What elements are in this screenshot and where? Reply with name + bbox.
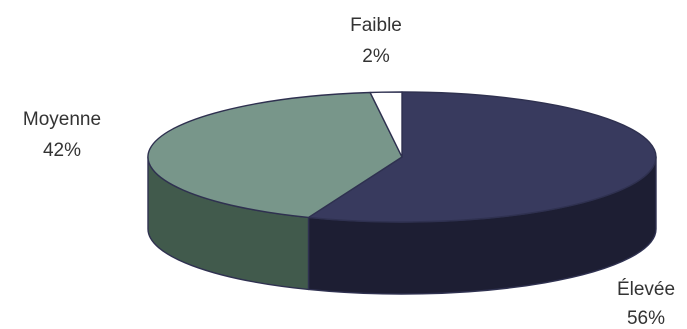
slice-value-faible: 2% <box>362 46 390 67</box>
pie-tops <box>147 91 657 223</box>
slice-top-faible <box>369 91 403 158</box>
slice-label-faible: Faible <box>350 15 402 36</box>
slice-top-moyenne <box>147 91 403 219</box>
slice-label-moyenne: Moyenne <box>23 109 101 130</box>
slice-label-elevee: Élevée <box>617 279 675 300</box>
slice-value-elevee: 56% <box>627 308 665 329</box>
slice-top-elevee <box>307 91 657 223</box>
slice-value-moyenne: 42% <box>43 140 81 161</box>
